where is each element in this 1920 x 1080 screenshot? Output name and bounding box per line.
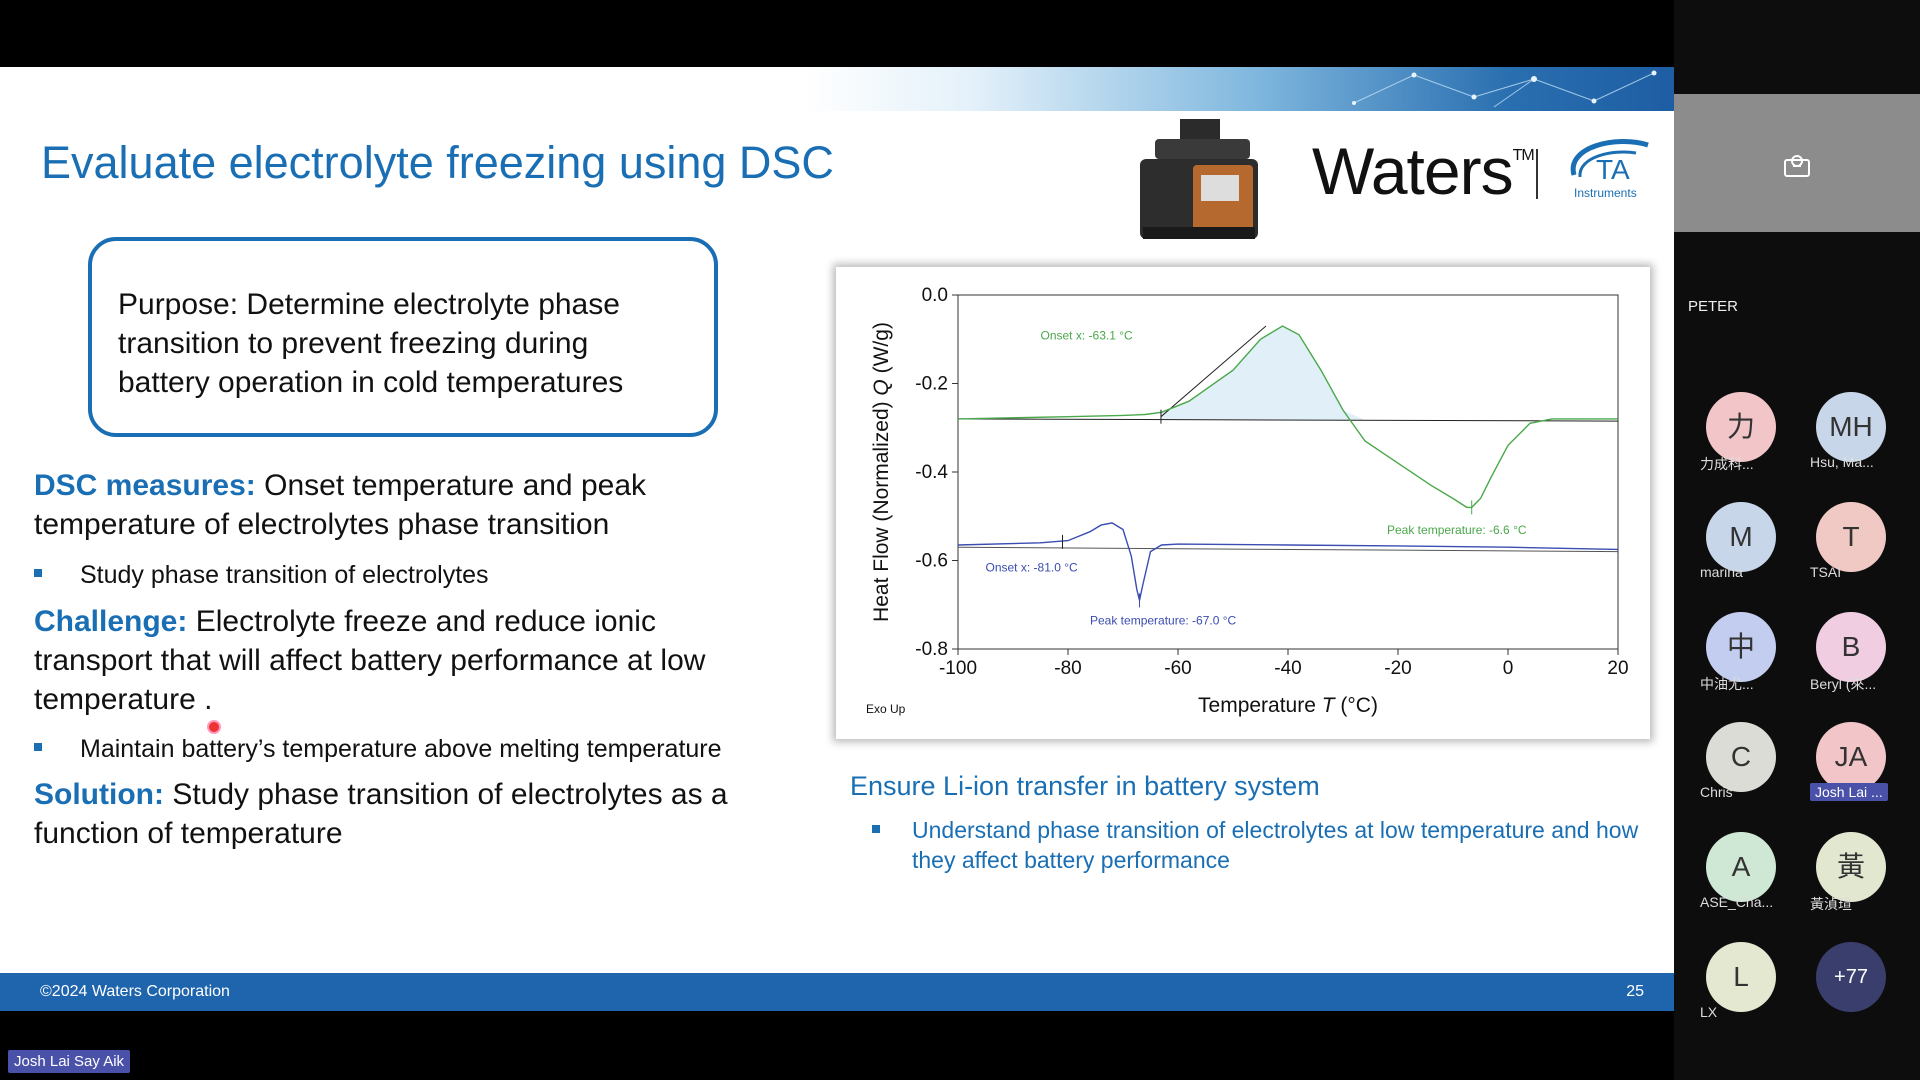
participant-avatar[interactable]: A <box>1706 832 1776 902</box>
dsc-measures-line1: DSC measures: Onset temperature and peak <box>34 469 647 502</box>
logo-divider <box>1536 149 1538 199</box>
waters-logo: WatersTM <box>1312 134 1535 208</box>
slide-header-band <box>0 67 1674 111</box>
purpose-box: Purpose: Determine electrolyte phase tra… <box>88 237 718 437</box>
participant-name: Chris <box>1700 784 1733 800</box>
slide-footer: ©2024 Waters Corporation 25 <box>0 973 1674 1011</box>
participant-name: LX <box>1700 1004 1718 1020</box>
bullet-square <box>872 825 880 833</box>
y-tick-label: 0.0 <box>922 285 948 306</box>
participant-name: ASE_Cha... <box>1700 894 1774 910</box>
participant-name: Hsu, Ma... <box>1810 454 1874 470</box>
solution-line1: Solution: Study phase transition of elec… <box>34 778 728 811</box>
participant-avatar[interactable]: 黃 <box>1816 832 1886 902</box>
onset-tangent-line <box>1160 325 1267 418</box>
participant-avatar[interactable]: 中 <box>1706 612 1776 682</box>
ta-instruments-logo: TA Instruments <box>1570 139 1649 200</box>
participant-name: marina <box>1700 564 1743 580</box>
participant-name: Beryl (來... <box>1810 676 1877 692</box>
participant-video-tile[interactable] <box>1674 94 1920 232</box>
y-tick-label: -0.8 <box>915 639 948 660</box>
participant-name: 黃湞瑄 <box>1810 896 1852 912</box>
baseline-line <box>957 418 1619 422</box>
participant-name-peter: PETER <box>1688 298 1739 315</box>
dsc-measures-label: DSC measures: <box>34 469 256 502</box>
participant-avatar[interactable]: 力 <box>1706 392 1776 462</box>
solution-line2: function of temperature <box>34 817 343 850</box>
x-tick-label: -80 <box>1054 658 1081 679</box>
dsc-instrument-image <box>1140 119 1258 239</box>
x-tick-label: -60 <box>1164 658 1191 679</box>
chart-annotation: Peak temperature: -67.0 °C <box>1090 614 1237 628</box>
participant-name: 力成科... <box>1700 456 1754 472</box>
dsc-chart-svg: -100 -80 -60 -40 -20 0 20 0.0 -0.2 -0.4 -0.6 -0.8 On… <box>866 285 1629 717</box>
ta-logo-subtext: Instruments <box>1574 186 1637 200</box>
bullet-square <box>34 743 42 752</box>
x-tick-label: -100 <box>939 658 977 679</box>
participant-avatar[interactable]: JA <box>1816 722 1886 792</box>
dsc-chart: -100 -80 -60 -40 -20 0 20 0.0 -0.2 -0.4 -0.6 -0.8 On… <box>836 267 1650 739</box>
participant-avatar[interactable]: MH <box>1816 392 1886 462</box>
chart-annotation: Onset x: -63.1 °C <box>1041 328 1134 342</box>
active-speaker-tag: Josh Lai Say Aik <box>8 1050 131 1073</box>
presentation-slide: Evaluate electrolyte freezing using DSC … <box>0 67 1674 1011</box>
participant-avatar[interactable]: T <box>1816 502 1886 572</box>
series-line-0 <box>957 325 1618 509</box>
participant-name: 中油尤... <box>1700 676 1754 692</box>
x-tick-label: 0 <box>1503 658 1514 679</box>
chart-annotation: Onset x: -81.0 °C <box>986 561 1079 575</box>
y-tick-label: -0.4 <box>915 462 948 483</box>
slide-title: Evaluate electrolyte freezing using DSC <box>41 137 834 188</box>
series-line-1 <box>957 522 1619 601</box>
network-pattern-decoration <box>1352 70 1657 108</box>
bullet-study-phase: Study phase transition of electrolytes <box>34 561 489 590</box>
camera-off-icon <box>1784 155 1810 177</box>
participant-avatar[interactable]: +77 <box>1816 942 1886 1012</box>
laser-pointer-dot <box>207 720 221 734</box>
peak-area-fill <box>1160 325 1365 421</box>
ensure-bullet-text: Understand phase transition of electroly… <box>912 817 1639 873</box>
x-tick-label: 20 <box>1607 658 1628 679</box>
y-tick-label: -0.6 <box>915 551 948 572</box>
dsc-measures-line2: temperature of electrolytes phase transi… <box>34 508 610 541</box>
participant-avatar[interactable]: M <box>1706 502 1776 572</box>
x-axis-label: Temperature T (°C) <box>1198 694 1378 717</box>
baseline-line <box>957 546 1619 553</box>
participant-name: TSAI <box>1810 564 1842 580</box>
footer-copyright: ©2024 Waters Corporation <box>40 983 230 1000</box>
challenge-line1: Challenge: Electrolyte freeze and reduce… <box>34 605 656 638</box>
x-tick-label: -40 <box>1274 658 1301 679</box>
participant-avatar[interactable]: L <box>1706 942 1776 1012</box>
exo-up-note: Exo Up <box>866 702 906 716</box>
bullet-maintain-temperature: Maintain battery’s temperature above mel… <box>34 735 722 764</box>
y-tick-label: -0.2 <box>915 374 948 395</box>
challenge-line2: transport that will affect battery perfo… <box>34 644 706 677</box>
chart-annotation: Peak temperature: -6.6 °C <box>1387 523 1527 537</box>
participant-avatar[interactable]: B <box>1816 612 1886 682</box>
participant-name: Josh Lai ... <box>1810 783 1888 801</box>
ensure-title: Ensure Li-ion transfer in battery system <box>850 771 1320 801</box>
solution-label: Solution: <box>34 778 164 811</box>
participant-avatar[interactable]: C <box>1706 722 1776 792</box>
bullet-square <box>34 569 42 578</box>
slide-page-number: 25 <box>1626 983 1644 1000</box>
challenge-label: Challenge: <box>34 605 188 638</box>
y-axis-label: Heat Flow (Normalized) Q (W/g) <box>870 322 893 622</box>
ta-logo-text: TA <box>1596 154 1630 185</box>
challenge-line3: temperature . <box>34 683 213 716</box>
x-tick-label: -20 <box>1384 658 1411 679</box>
